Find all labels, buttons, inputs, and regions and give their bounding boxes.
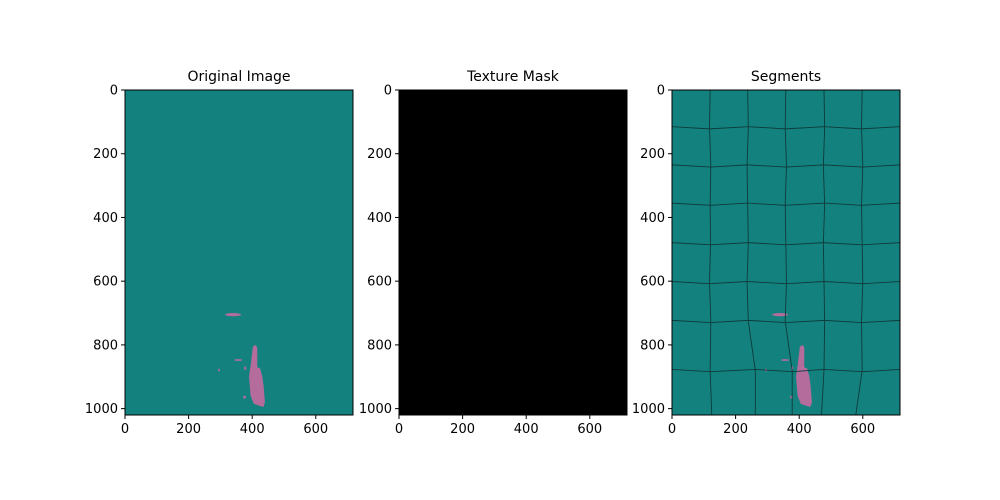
segment-boundary	[672, 281, 900, 285]
x-tick-label: 0	[121, 422, 129, 437]
x-tick-label: 200	[450, 422, 475, 437]
x-tick-label: 400	[514, 422, 539, 437]
y-tick-label: 800	[640, 338, 665, 353]
pink-feature	[796, 344, 812, 408]
axes-frame	[124, 89, 354, 416]
x-tick-label: 0	[668, 422, 676, 437]
image-area	[125, 90, 353, 415]
segment-boundary	[672, 319, 900, 324]
y-tick-label: 400	[640, 211, 665, 226]
pink-feature	[244, 366, 247, 370]
x-tick-label: 200	[723, 422, 748, 437]
pink-feature	[249, 344, 265, 408]
x-tick-label: 600	[850, 422, 875, 437]
y-tick-label: 200	[93, 147, 118, 162]
segment-boundary	[672, 202, 900, 206]
image-area	[672, 90, 900, 415]
pink-feature	[225, 313, 242, 317]
segment-boundary	[746, 90, 756, 415]
segment-boundary	[672, 368, 900, 373]
segment-boundary	[709, 90, 713, 415]
y-tick-label: 1000	[359, 402, 392, 417]
axes-frame	[398, 89, 628, 416]
panel-segments: Segments 0 200 400 600 0 200 400 600 800 1000	[632, 69, 901, 437]
y-tick-label: 800	[367, 338, 392, 353]
image-area	[399, 90, 627, 415]
y-tick-label: 600	[640, 275, 665, 290]
y-tick-label: 1000	[85, 402, 118, 417]
segment-boundary	[672, 126, 900, 130]
y-tick-label: 0	[657, 84, 665, 99]
segment-boundaries	[672, 90, 900, 415]
segment-boundary	[821, 90, 826, 415]
segment-boundary	[672, 242, 900, 246]
segment-boundary	[784, 90, 793, 415]
pink-feature	[781, 359, 789, 361]
x-tick-label: 0	[395, 422, 403, 437]
y-tick-label: 600	[93, 275, 118, 290]
y-tick-label: 1000	[632, 402, 665, 417]
image-background	[399, 90, 627, 415]
y-tick-label: 0	[110, 84, 118, 99]
pink-feature	[243, 395, 246, 399]
segment-boundary	[672, 164, 900, 168]
segment-boundary	[855, 90, 864, 415]
y-tick-label: 0	[384, 84, 392, 99]
x-tick-label: 600	[577, 422, 602, 437]
image-background	[125, 90, 353, 415]
y-tick-label: 600	[367, 275, 392, 290]
y-tick-label: 800	[93, 338, 118, 353]
x-tick-label: 400	[787, 422, 812, 437]
panel-title: Segments	[751, 69, 821, 85]
pink-feature	[772, 313, 789, 317]
panel-texture-mask: Texture Mask 0 200 400 600 0 200 400 600 800 1000	[359, 69, 628, 437]
panel-original-image: Original Image 0 200 400 600 0 200 400 600 800 100…	[85, 69, 354, 437]
panel-title: Original Image	[187, 69, 290, 85]
pink-feature	[218, 368, 220, 372]
axes-frame	[671, 89, 901, 416]
y-tick-label: 400	[367, 211, 392, 226]
y-tick-label: 400	[93, 211, 118, 226]
x-tick-label: 200	[176, 422, 201, 437]
y-tick-label: 200	[367, 147, 392, 162]
panel-title: Texture Mask	[466, 69, 560, 85]
pink-feature	[790, 395, 793, 399]
pink-feature	[234, 359, 242, 361]
x-tick-label: 400	[240, 422, 265, 437]
x-tick-label: 600	[303, 422, 328, 437]
y-tick-label: 200	[640, 147, 665, 162]
